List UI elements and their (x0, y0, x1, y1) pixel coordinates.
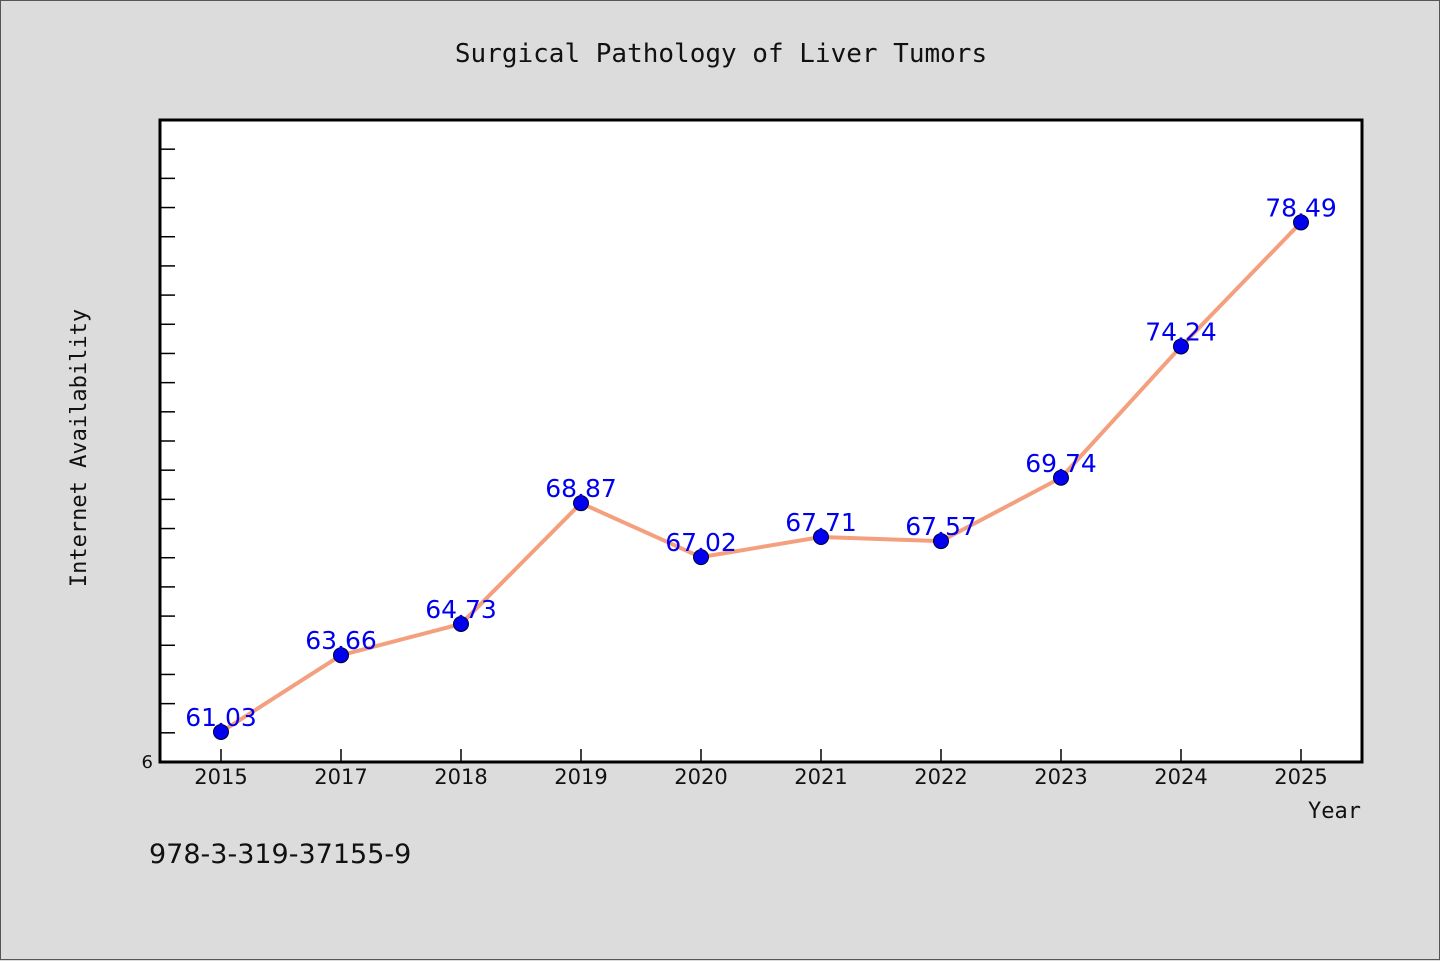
data-point (1173, 338, 1189, 355)
x-tick-label: 2023 (1034, 765, 1087, 789)
data-label: 67.71 (785, 508, 857, 537)
data-point (333, 647, 349, 664)
x-tick-label: 2020 (674, 765, 727, 789)
data-label: 69.74 (1025, 449, 1097, 478)
x-tick-label: 2021 (794, 765, 847, 789)
x-tick-label: 2018 (434, 765, 487, 789)
isbn-text: 978-3-319-37155-9 (149, 839, 411, 870)
chart-title: Surgical Pathology of Liver Tumors (455, 39, 987, 69)
y-axis-label: Internet Availability (67, 309, 92, 587)
data-label: 67.57 (905, 512, 977, 541)
data-point (1053, 469, 1069, 486)
data-labels: 61.03 63.66 64.73 68.87 67.02 67.71 67.57 69.74… (185, 193, 1337, 732)
data-label: 63.66 (305, 626, 377, 655)
data-point (933, 533, 949, 550)
data-point (1293, 214, 1309, 231)
data-label: 67.02 (665, 528, 737, 557)
data-label: 68.87 (545, 474, 617, 503)
y-tick-label: 6 (142, 752, 153, 773)
series-line-group (219, 221, 1303, 734)
x-axis-ticks (220, 749, 1302, 762)
data-point (573, 495, 589, 512)
x-tick-label: 2017 (314, 765, 367, 789)
x-tick-label: 2015 (194, 765, 247, 789)
data-label: 74.24 (1145, 317, 1217, 346)
plot-area (158, 118, 1364, 764)
data-point (813, 529, 829, 546)
series-markers (213, 214, 1309, 740)
x-tick-label: 2022 (914, 765, 967, 789)
data-label: 61.03 (185, 703, 257, 732)
data-point (213, 723, 229, 740)
series-line (219, 221, 1303, 734)
data-point (693, 549, 709, 566)
y-axis-ticks (160, 148, 175, 734)
data-point (453, 615, 469, 632)
x-tick-label: 2024 (1154, 765, 1207, 789)
x-tick-label: 2025 (1274, 765, 1327, 789)
data-label: 64.73 (425, 595, 497, 624)
x-tick-label: 2019 (554, 765, 607, 789)
x-axis-label: Year (1308, 799, 1361, 824)
data-label: 78.49 (1265, 193, 1337, 222)
x-axis-tick-labels: 2015 2017 2018 2019 2020 2021 2022 2023 2024 2025 (194, 765, 1327, 789)
